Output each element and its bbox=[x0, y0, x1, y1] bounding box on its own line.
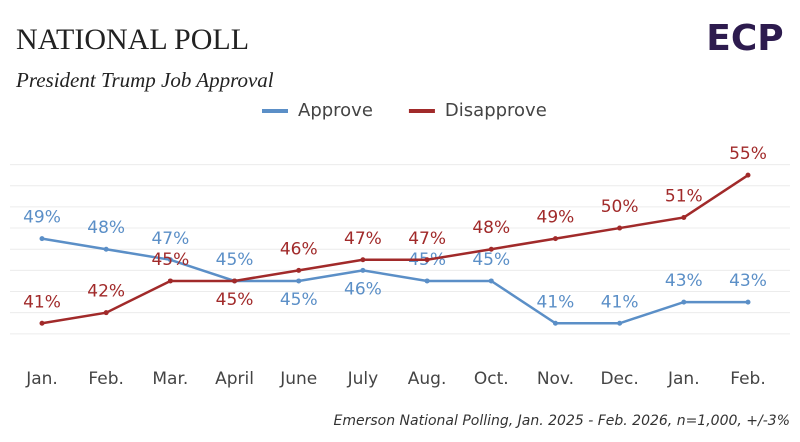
data-point bbox=[745, 299, 751, 305]
data-point bbox=[552, 320, 558, 326]
legend-label: Approve bbox=[298, 100, 373, 121]
x-tick-label: April bbox=[215, 369, 254, 389]
data-label: 43% bbox=[729, 271, 767, 291]
series-line bbox=[41, 174, 749, 325]
data-point bbox=[488, 278, 494, 284]
x-tick-label: Feb. bbox=[88, 369, 124, 389]
x-tick-label: Jan. bbox=[667, 369, 700, 389]
data-label: 48% bbox=[472, 218, 510, 238]
chart-subtitle: President Trump Job Approval bbox=[15, 68, 274, 92]
data-label: 45% bbox=[216, 250, 254, 270]
data-label: 41% bbox=[601, 292, 639, 312]
data-label: 45% bbox=[280, 290, 318, 310]
data-label: 47% bbox=[151, 229, 189, 249]
data-point bbox=[617, 225, 623, 231]
data-label: 45% bbox=[151, 250, 189, 270]
data-label: 48% bbox=[87, 218, 125, 238]
x-tick-label: June bbox=[279, 369, 317, 389]
data-label: 45% bbox=[216, 290, 254, 310]
data-label: 46% bbox=[280, 239, 318, 259]
data-point bbox=[681, 214, 687, 220]
x-tick-label: Oct. bbox=[474, 369, 509, 389]
data-point bbox=[167, 278, 173, 284]
data-label: 45% bbox=[472, 250, 510, 270]
source-note: Emerson National Polling, Jan. 2025 - Fe… bbox=[334, 413, 791, 429]
data-point bbox=[296, 267, 302, 273]
data-point bbox=[360, 257, 366, 263]
data-point bbox=[488, 246, 494, 252]
x-tick-label: Feb. bbox=[730, 369, 766, 389]
data-point bbox=[424, 278, 430, 284]
data-label: 41% bbox=[537, 292, 575, 312]
data-point bbox=[39, 236, 45, 242]
data-label: 43% bbox=[665, 271, 703, 291]
x-tick-label: July bbox=[347, 369, 379, 389]
chart-title: NATIONAL POLL bbox=[16, 23, 249, 56]
logo: ECP bbox=[706, 18, 783, 59]
data-label: 55% bbox=[729, 144, 767, 164]
data-point bbox=[39, 320, 45, 326]
data-point bbox=[232, 278, 238, 284]
data-point bbox=[103, 310, 109, 316]
data-label: 41% bbox=[23, 292, 61, 312]
data-point bbox=[681, 299, 687, 305]
data-label: 49% bbox=[23, 208, 61, 228]
data-point bbox=[103, 246, 109, 252]
data-point bbox=[167, 257, 173, 263]
data-point bbox=[360, 267, 366, 273]
legend-label: Disapprove bbox=[445, 100, 547, 121]
data-label: 49% bbox=[537, 208, 575, 228]
x-tick-label: Dec. bbox=[600, 369, 638, 389]
data-label: 51% bbox=[665, 186, 703, 206]
data-point bbox=[296, 278, 302, 284]
x-tick-label: Nov. bbox=[537, 369, 574, 389]
series-line bbox=[41, 237, 748, 325]
x-tick-label: Jan. bbox=[25, 369, 58, 389]
data-point bbox=[617, 320, 623, 326]
data-point bbox=[424, 257, 430, 263]
data-label: 47% bbox=[344, 229, 382, 249]
x-tick-label: Aug. bbox=[408, 369, 447, 389]
x-tick-label: Mar. bbox=[152, 369, 188, 389]
data-point bbox=[552, 236, 558, 242]
data-label: 47% bbox=[408, 229, 446, 249]
data-label: 50% bbox=[601, 197, 639, 217]
data-label: 42% bbox=[87, 282, 125, 302]
data-point bbox=[745, 172, 751, 178]
data-label: 46% bbox=[344, 279, 382, 299]
